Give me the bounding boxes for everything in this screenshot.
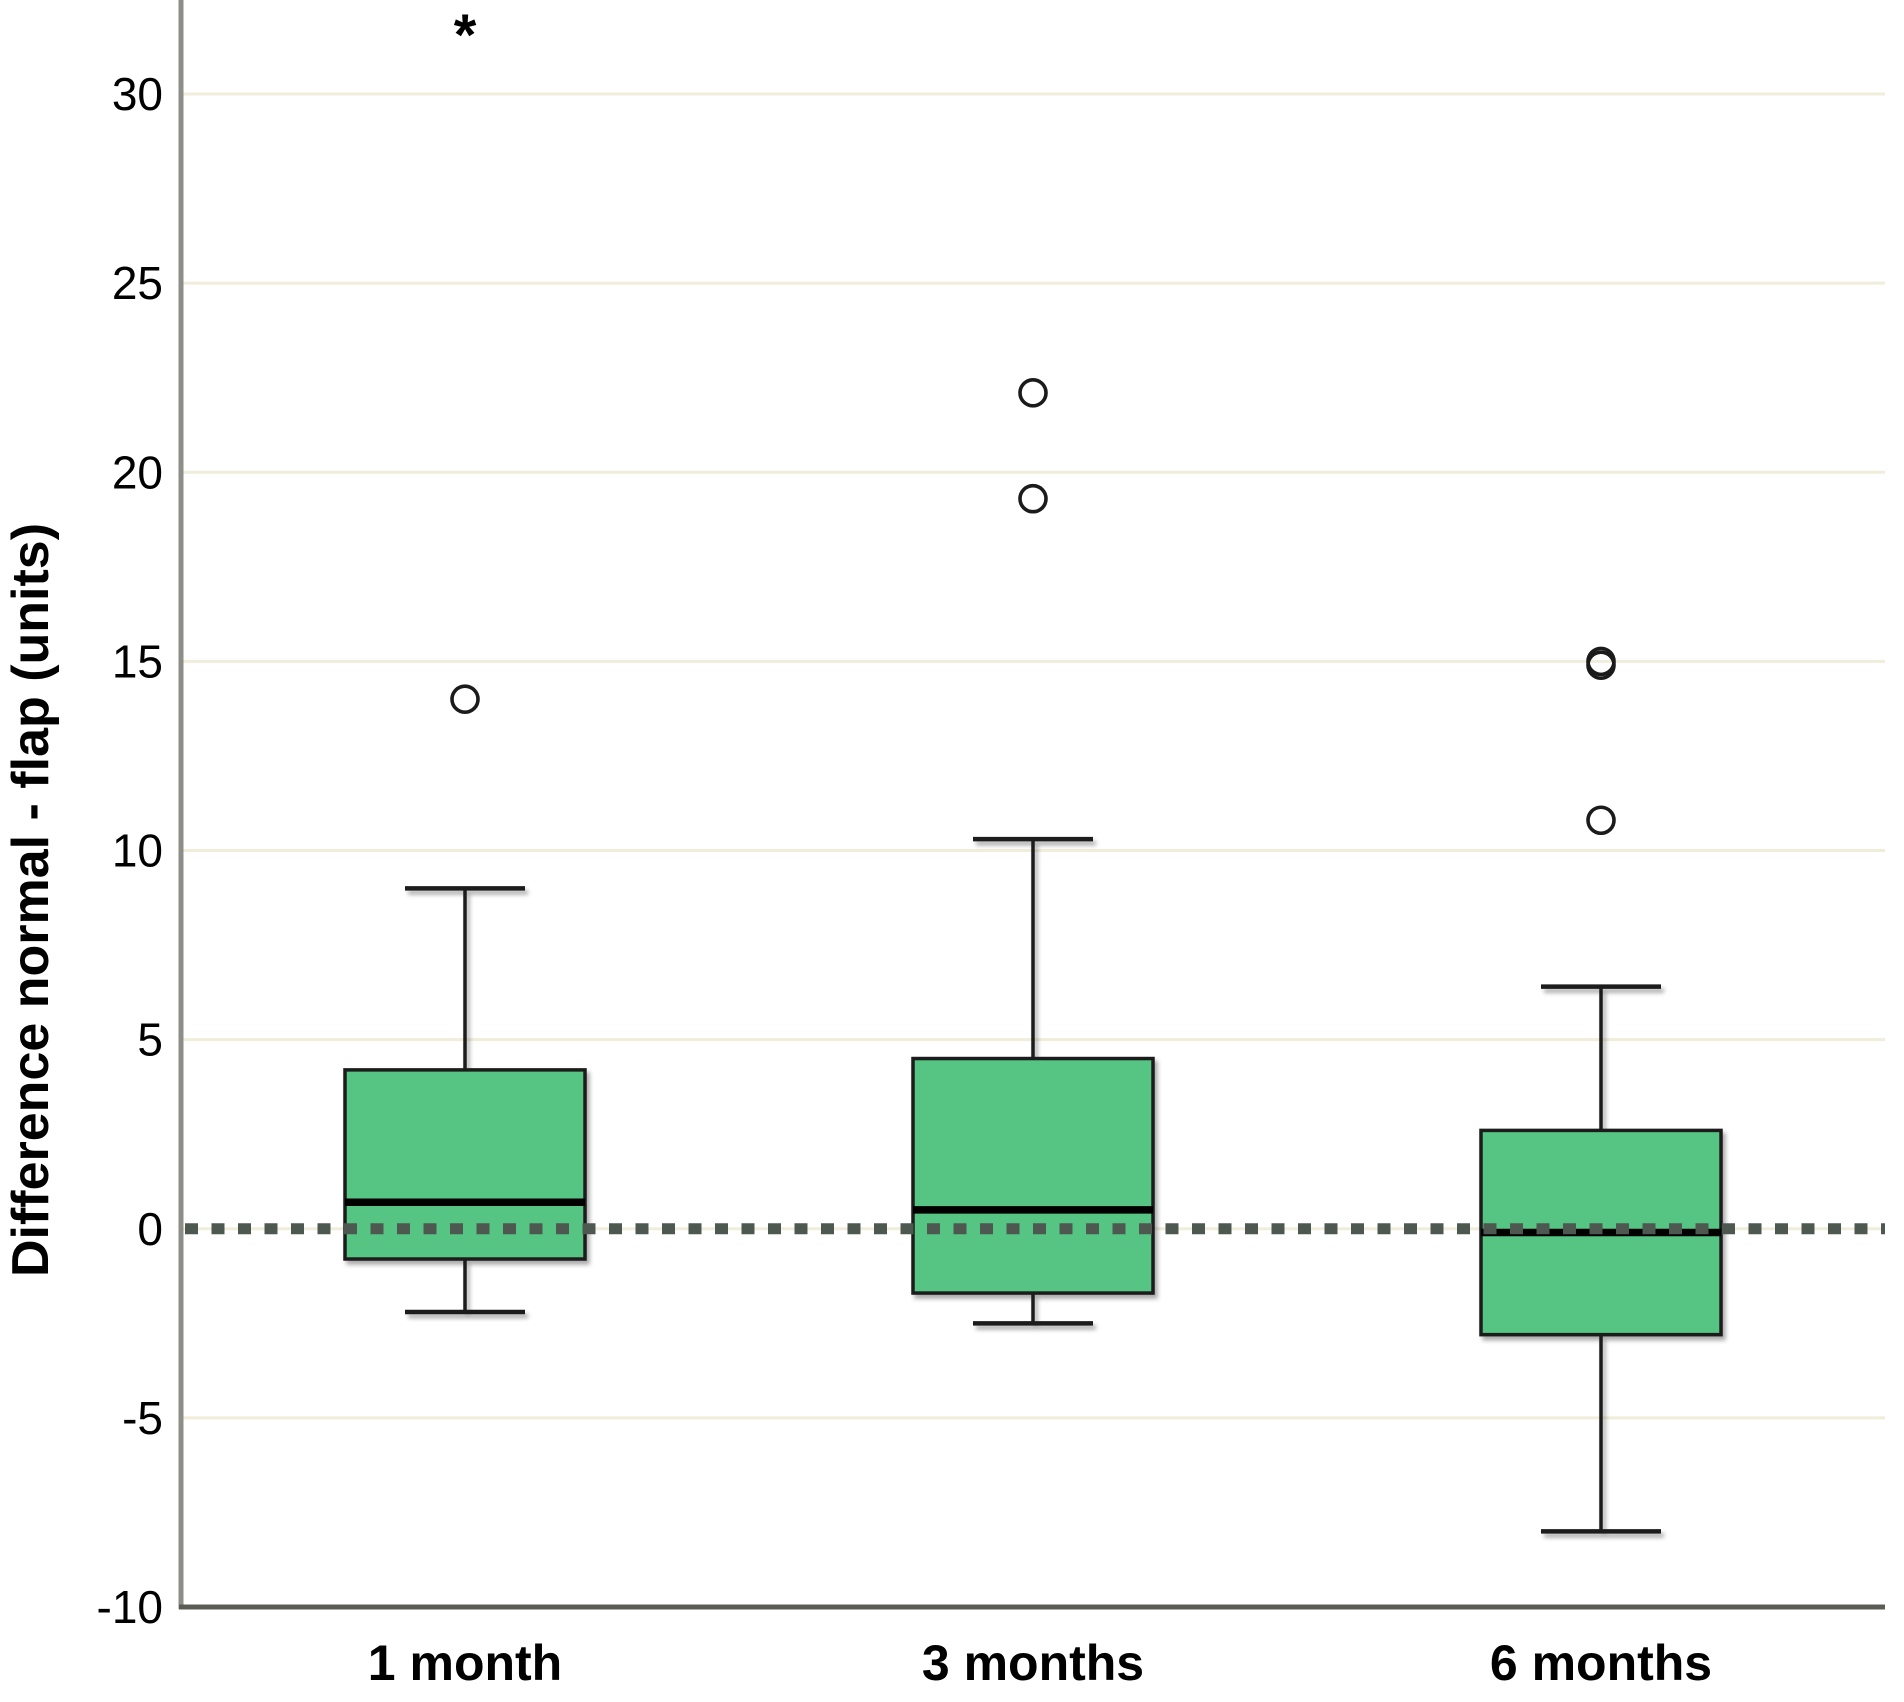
y-axis-title: Difference normal - flap (units) — [2, 523, 60, 1277]
y-tick-label-5: 5 — [137, 1014, 163, 1066]
box-rect — [343, 1068, 587, 1261]
outlier-circle — [450, 684, 480, 715]
y-tick-label-25: 25 — [112, 257, 163, 309]
y-tick-label-30: 30 — [112, 68, 163, 120]
y-tick-label-15: 15 — [112, 635, 163, 687]
y-tick-label-10: 10 — [112, 825, 163, 877]
box-rect — [911, 1056, 1155, 1295]
extreme-outlier-asterisk: * — [454, 3, 477, 68]
box-group-1-month — [343, 886, 587, 1315]
y-tick-label--5: -5 — [122, 1392, 163, 1444]
y-tick-label-20: 20 — [112, 446, 163, 498]
box-group-3-months — [911, 836, 1155, 1326]
x-category-label-6-months: 6 months — [1490, 1635, 1712, 1691]
y-tick-label-0: 0 — [137, 1203, 163, 1255]
axes-layer — [178, 0, 1885, 1610]
outlier-circle — [1586, 646, 1616, 677]
x-category-label-1-month: 1 month — [368, 1635, 562, 1691]
labels-layer: Difference normal - flap (units) 30 25 20 1… — [2, 68, 1712, 1691]
outlier-circle — [1586, 805, 1616, 836]
outlier-circle — [1018, 483, 1048, 514]
y-tick-label--10: -10 — [97, 1581, 163, 1633]
outlier-circle — [1018, 378, 1048, 408]
x-category-label-3-months: 3 months — [922, 1635, 1144, 1691]
outliers-layer: * — [450, 3, 1616, 836]
